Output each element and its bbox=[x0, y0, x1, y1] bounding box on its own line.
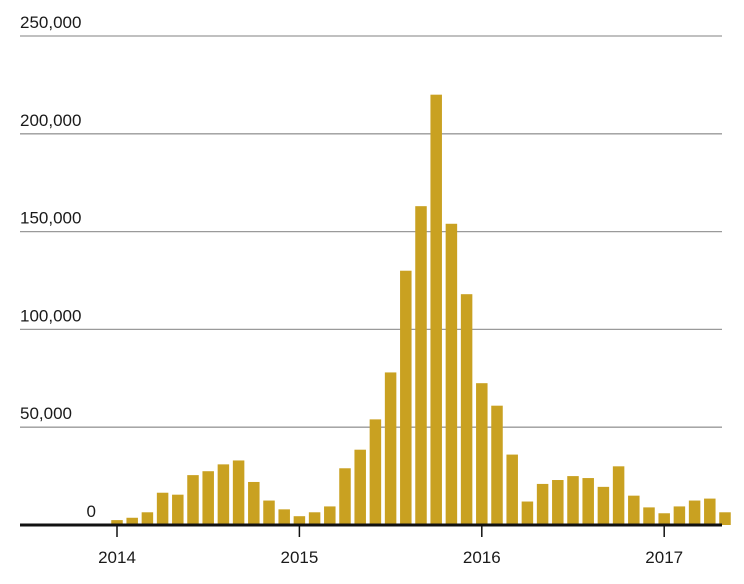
bar-2015-08 bbox=[400, 270, 412, 525]
bar-2015-02 bbox=[308, 512, 321, 525]
bar-2014-01 bbox=[111, 520, 123, 525]
bar-2016-10 bbox=[612, 466, 625, 525]
bar-2014-10 bbox=[248, 481, 260, 525]
y-tick-label: 100,000 bbox=[20, 306, 81, 325]
bar-2015-03 bbox=[324, 506, 336, 525]
bar-2016-06 bbox=[552, 480, 564, 525]
bar-2014-12 bbox=[278, 509, 290, 525]
bar-2014-03 bbox=[141, 512, 154, 525]
x-tick-label: 2017 bbox=[645, 548, 683, 567]
x-tick-label: 2015 bbox=[280, 548, 318, 567]
bar-2017-02 bbox=[673, 506, 686, 525]
bar-2015-07 bbox=[384, 372, 397, 525]
bar-2016-02 bbox=[491, 405, 503, 525]
bar-2014-09 bbox=[232, 460, 245, 525]
bar-2014-11 bbox=[263, 500, 275, 525]
bar-2015-09 bbox=[415, 206, 427, 525]
bars bbox=[111, 94, 731, 526]
y-tick-label: 50,000 bbox=[20, 404, 72, 423]
bar-2014-08 bbox=[217, 464, 230, 525]
y-tick-label: 150,000 bbox=[20, 209, 81, 228]
bar-2015-01 bbox=[293, 516, 306, 525]
bar-2017-05 bbox=[719, 512, 731, 525]
bar-2015-11 bbox=[445, 223, 458, 525]
bar-2015-05 bbox=[354, 449, 366, 525]
x-axis: 2014 2015 2016 2017 bbox=[20, 523, 722, 567]
bar-2017-01 bbox=[658, 513, 670, 525]
bar-2016-05 bbox=[536, 483, 549, 525]
bar-2017-03 bbox=[688, 500, 701, 525]
bar-2016-07 bbox=[567, 476, 579, 525]
bar-2014-07 bbox=[202, 471, 214, 525]
bar-2014-05 bbox=[172, 494, 184, 525]
bar-2015-04 bbox=[339, 468, 351, 525]
y-tick-label: 200,000 bbox=[20, 111, 81, 130]
bar-2016-01 bbox=[476, 383, 488, 525]
bar-2016-11 bbox=[628, 495, 640, 525]
y-tick-label: 250,000 bbox=[20, 13, 81, 32]
bar-2016-08 bbox=[582, 478, 594, 525]
bar-2016-04 bbox=[521, 501, 534, 525]
bar-2014-02 bbox=[126, 517, 138, 525]
bar-2017-04 bbox=[704, 498, 716, 525]
bar-2014-06 bbox=[187, 475, 199, 525]
bar-2016-03 bbox=[506, 454, 518, 525]
bar-2015-06 bbox=[369, 419, 382, 525]
y-axis-tick-labels: 0 50,000 100,000 150,000 200,000 250,000 bbox=[20, 13, 96, 521]
bar-2015-10 bbox=[430, 94, 442, 526]
gridlines bbox=[20, 35, 722, 428]
y-tick-label: 0 bbox=[87, 502, 96, 521]
x-tick-label: 2016 bbox=[463, 548, 501, 567]
x-tick-label: 2014 bbox=[98, 548, 136, 567]
bar-2016-12 bbox=[643, 507, 655, 525]
bar-2014-04 bbox=[156, 492, 169, 525]
bar-2015-12 bbox=[460, 294, 473, 525]
bar-2016-09 bbox=[597, 486, 610, 525]
